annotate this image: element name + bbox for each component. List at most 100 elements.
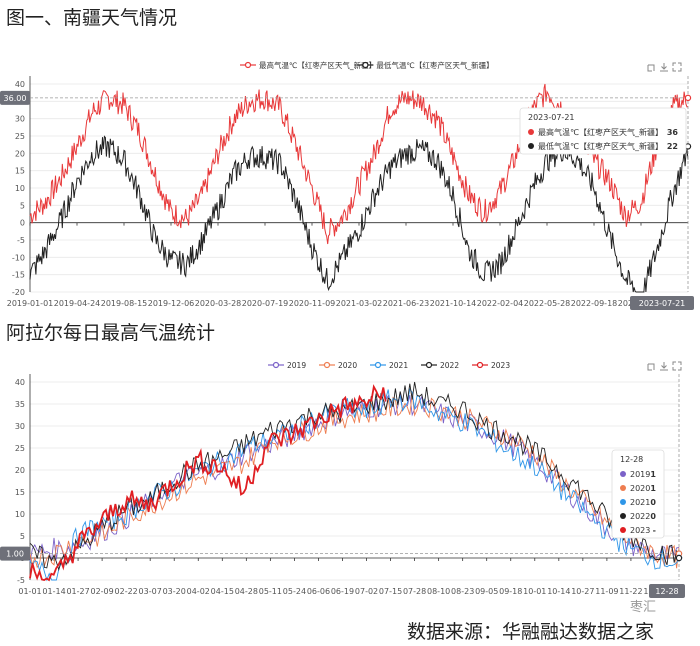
y-tick-label: 40 bbox=[15, 80, 25, 89]
x-tick-label: 2019-01-01 bbox=[7, 299, 54, 308]
x-tick-label: 07-02 bbox=[355, 587, 378, 596]
legend-label-1[interactable]: 2020 bbox=[338, 361, 357, 370]
x-tick-label: 2020-11-09 bbox=[289, 299, 336, 308]
chart2-title: 阿拉尔每日最高气温统计 bbox=[6, 322, 216, 344]
x-tick-label: 10-27 bbox=[571, 587, 594, 596]
x-tick-label: 01-27 bbox=[66, 587, 89, 596]
x-tick-label: 09-05 bbox=[475, 587, 498, 596]
y-tick-label: -5 bbox=[17, 576, 25, 585]
series-最低气温℃【红枣产区天气_新疆】 bbox=[29, 135, 689, 293]
x-pointer-badge: 2023-07-21 bbox=[630, 296, 694, 310]
x-tick-label: 2021-10-14 bbox=[430, 299, 477, 308]
tooltip-value-0: 1 bbox=[650, 470, 656, 479]
restore-icon-shape bbox=[647, 363, 655, 371]
watermark: 枣汇 bbox=[629, 600, 656, 615]
tooltip-date: 12-28 bbox=[620, 455, 643, 464]
y-pointer-badge-bg bbox=[0, 546, 30, 561]
x-tick-label: 05-11 bbox=[259, 587, 282, 596]
x-tick-label: 04-28 bbox=[235, 587, 258, 596]
download-icon-shape bbox=[660, 362, 668, 371]
y-tick-label: 25 bbox=[15, 132, 25, 141]
x-tick-label: 05-24 bbox=[283, 587, 306, 596]
tooltip-label-1: 最低气温℃【红枣产区天气_新疆】 bbox=[538, 141, 663, 151]
x-pointer-badge-bg bbox=[630, 296, 694, 310]
x-tick-label: 2019-12-06 bbox=[148, 299, 195, 308]
legend-label-2[interactable]: 2021 bbox=[389, 361, 408, 370]
y-tick-label: 30 bbox=[15, 422, 25, 431]
legend-marker-4 bbox=[476, 361, 484, 369]
legend-marker-1 bbox=[362, 61, 369, 69]
y-tick-label: 20 bbox=[15, 149, 25, 158]
tooltip-dot-1 bbox=[620, 485, 626, 491]
x-pointer-badge-bg bbox=[649, 584, 685, 598]
y-tick-label: 15 bbox=[15, 167, 25, 176]
legend-label-0[interactable]: 2019 bbox=[287, 361, 306, 370]
x-tick-label: 2020-07-19 bbox=[242, 299, 289, 308]
y-tick-label: -20 bbox=[12, 288, 25, 297]
x-tick-label: 07-28 bbox=[403, 587, 426, 596]
y-pointer-badge-label: 1.00 bbox=[6, 550, 24, 559]
tooltip-label-2: 2021 bbox=[630, 498, 650, 507]
series-2023 bbox=[29, 384, 387, 582]
y-tick-label: 5 bbox=[20, 201, 25, 210]
series-2022 bbox=[29, 381, 680, 572]
chart1-legend: 最高气温℃【红枣产区天气_新疆】 最低气温℃【红枣产区天气_新疆】 bbox=[240, 60, 494, 70]
restore-icon[interactable] bbox=[647, 363, 655, 371]
y-tick-label: 20 bbox=[15, 466, 25, 475]
y-tick-label: 10 bbox=[15, 184, 25, 193]
x-tick-label: 2019-04-24 bbox=[54, 299, 101, 308]
tooltip-value-1: 1 bbox=[650, 484, 656, 493]
y-tick-label: -5 bbox=[17, 236, 25, 245]
tooltip-label-0: 2019 bbox=[630, 470, 650, 479]
x-tick-label: 03-20 bbox=[163, 587, 186, 596]
x-tick-label: 10-01 bbox=[523, 587, 546, 596]
legend-label-0[interactable]: 最高气温℃【红枣产区天气_新疆】 bbox=[259, 60, 376, 70]
tooltip-label-1: 2020 bbox=[630, 484, 650, 493]
fullscreen-icon[interactable] bbox=[672, 62, 682, 72]
tooltip-box bbox=[519, 107, 687, 155]
x-tick-label: 11-22 bbox=[619, 587, 642, 596]
y-tick-label: -10 bbox=[12, 253, 25, 262]
restore-icon-shape bbox=[647, 64, 655, 72]
legend-marker-2 bbox=[374, 361, 382, 369]
restore-icon[interactable] bbox=[647, 64, 655, 72]
legend-marker-1 bbox=[323, 361, 331, 369]
y-pointer-badge-bg bbox=[0, 90, 30, 105]
y-tick-label: 40 bbox=[15, 378, 25, 387]
x-tick-label: 01-01 bbox=[18, 587, 41, 596]
y-tick-label: 35 bbox=[15, 400, 25, 409]
end-marker-3 bbox=[675, 554, 683, 562]
chart2-svg: 20192020202120222023-5051015202530354001… bbox=[0, 361, 685, 598]
chart2-legend: 2019 2020 2021 2022 2023 bbox=[268, 361, 510, 370]
x-pointer-badge-label: 2023-07-21 bbox=[639, 299, 686, 308]
y-tick-label: 25 bbox=[15, 444, 25, 453]
download-icon[interactable] bbox=[660, 63, 668, 72]
y-pointer-badge: 1.00 bbox=[0, 546, 30, 561]
x-tick-label: 08-23 bbox=[451, 587, 474, 596]
x-pointer-badge: 12-28 bbox=[649, 584, 685, 598]
tooltip-dot-2 bbox=[620, 499, 626, 505]
download-icon-shape bbox=[660, 63, 668, 72]
x-tick-label: 2021-03-02 bbox=[336, 299, 383, 308]
x-tick-label: 01-14 bbox=[42, 587, 65, 596]
fullscreen-icon-shape bbox=[672, 361, 682, 371]
x-tick-label: 09-18 bbox=[499, 587, 522, 596]
series-2020 bbox=[29, 393, 680, 569]
legend-label-3[interactable]: 2022 bbox=[440, 361, 459, 370]
download-icon[interactable] bbox=[660, 362, 668, 371]
legend-label-1[interactable]: 最低气温℃【红枣产区天气_新疆】 bbox=[376, 60, 493, 70]
x-tick-label: 04-15 bbox=[211, 587, 234, 596]
tooltip-dot-0 bbox=[620, 471, 626, 477]
legend-label-4[interactable]: 2023 bbox=[491, 361, 510, 370]
x-tick-label: 2021-06-23 bbox=[383, 299, 430, 308]
tooltip-dot-0 bbox=[528, 129, 534, 135]
tooltip-dot-3 bbox=[620, 513, 626, 519]
x-tick-label: 2022-05-28 bbox=[524, 299, 571, 308]
fullscreen-icon[interactable] bbox=[672, 361, 682, 371]
y-tick-label: 15 bbox=[15, 488, 25, 497]
y-tick-label: 10 bbox=[15, 510, 25, 519]
chart1-title: 图一、南疆天气情况 bbox=[6, 7, 178, 29]
chart1-tooltip: 2023-07-21 最高气温℃【红枣产区天气_新疆】 36 最低气温℃【红枣产区天气… bbox=[519, 107, 687, 155]
tooltip-value-4: - bbox=[653, 526, 656, 535]
